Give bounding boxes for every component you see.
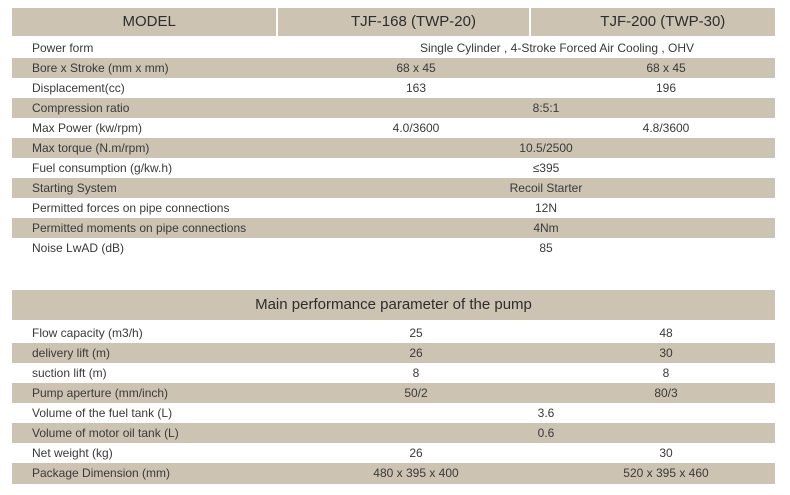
row-value: 0.6 xyxy=(537,426,555,440)
row-label: Net weight (kg) xyxy=(32,446,113,460)
table-row: Max Power (kw/rpm) 4.0/3600 4.8/3600 xyxy=(12,118,775,138)
row-label: Starting System xyxy=(32,181,117,195)
table-row: Noise LwAD (dB) 85 xyxy=(12,238,775,258)
row-value-b: 80/3 xyxy=(654,386,678,400)
row-label: Permitted moments on pipe connections xyxy=(32,221,247,235)
row-value-a: 480 x 395 x 400 xyxy=(373,466,459,480)
row-label: Noise LwAD (dB) xyxy=(32,241,125,255)
table-row: suction lift (m) 8 8 xyxy=(12,363,775,383)
row-value: 85 xyxy=(539,241,553,255)
table-row: Max torque (N.m/rpm) 10.5/2500 xyxy=(12,138,775,158)
table-row: Permitted forces on pipe connections 12N xyxy=(12,198,775,218)
table-row: Power form Single Cylinder , 4-Stroke Fo… xyxy=(12,38,775,58)
table-header: MODEL TJF-168 (TWP-20) TJF-200 (TWP-30) xyxy=(12,8,775,36)
table-row: Volume of the fuel tank (L) 3.6 xyxy=(12,403,775,423)
row-value-a: 8 xyxy=(412,366,420,380)
model-b-header: TJF-200 (TWP-30) xyxy=(530,8,775,36)
row-value-b: 68 x 45 xyxy=(646,61,686,75)
row-label: delivery lift (m) xyxy=(32,346,111,360)
row-label: Package Dimension (mm) xyxy=(32,466,171,480)
row-value: 12N xyxy=(534,201,557,215)
table-row: Flow capacity (m3/h) 25 48 xyxy=(12,323,775,343)
row-value-a: 68 x 45 xyxy=(396,61,436,75)
row-label: Bore x Stroke (mm x mm) xyxy=(32,61,169,75)
row-label: Displacement(cc) xyxy=(32,81,125,95)
row-value: ≤395 xyxy=(532,161,560,175)
row-value-a: 50/2 xyxy=(404,386,428,400)
table-row: Displacement(cc) 163 196 xyxy=(12,78,775,98)
row-label: Fuel consumption (g/kw.h) xyxy=(32,161,173,175)
row-value-b: 30 xyxy=(659,446,673,460)
row-label: Flow capacity (m3/h) xyxy=(32,326,143,340)
table-row: Permitted moments on pipe connections 4N… xyxy=(12,218,775,238)
row-label: Compression ratio xyxy=(32,101,130,115)
table-row: delivery lift (m) 26 30 xyxy=(12,343,775,363)
row-value: Single Cylinder , 4-Stroke Forced Air Co… xyxy=(419,41,695,55)
pump-table-title: Main performance parameter of the pump xyxy=(12,290,775,320)
pump-performance-table: Main performance parameter of the pump F… xyxy=(12,290,775,484)
table-bottom-rule xyxy=(12,483,775,484)
table-row: Net weight (kg) 26 30 xyxy=(12,443,775,463)
table-row: Pump aperture (mm/inch) 50/2 80/3 xyxy=(12,383,775,403)
table-row: Fuel consumption (g/kw.h) ≤395 xyxy=(12,158,775,178)
row-value-b: 30 xyxy=(659,346,673,360)
row-value-b: 48 xyxy=(659,326,673,340)
row-label: Volume of the fuel tank (L) xyxy=(32,406,173,420)
row-value-b: 4.8/3600 xyxy=(642,121,690,135)
row-value-a: 4.0/3600 xyxy=(392,121,440,135)
table-row: Bore x Stroke (mm x mm) 68 x 45 68 x 45 xyxy=(12,58,775,78)
model-header: MODEL xyxy=(12,8,277,36)
row-value-a: 163 xyxy=(405,81,427,95)
table-row: Package Dimension (mm) 480 x 395 x 400 5… xyxy=(12,463,775,483)
model-a-header: TJF-168 (TWP-20) xyxy=(278,8,529,36)
row-value-b: 8 xyxy=(662,366,670,380)
row-label: Pump aperture (mm/inch) xyxy=(32,386,169,400)
table-row: Volume of motor oil tank (L) 0.6 xyxy=(12,423,775,443)
row-value-b: 196 xyxy=(655,81,677,95)
row-value: 8:5:1 xyxy=(532,101,560,115)
row-value-b: 520 x 395 x 460 xyxy=(623,466,709,480)
table-row: Compression ratio 8:5:1 xyxy=(12,98,775,118)
row-label: suction lift (m) xyxy=(32,366,107,380)
row-label: Max Power (kw/rpm) xyxy=(32,121,143,135)
row-value-a: 26 xyxy=(409,446,423,460)
row-label: Permitted forces on pipe connections xyxy=(32,201,230,215)
row-value-a: 25 xyxy=(409,326,423,340)
engine-spec-table: MODEL TJF-168 (TWP-20) TJF-200 (TWP-30) … xyxy=(12,8,775,258)
row-label: Volume of motor oil tank (L) xyxy=(32,426,179,440)
row-value-a: 26 xyxy=(409,346,423,360)
row-value: Recoil Starter xyxy=(509,181,583,195)
row-value: 3.6 xyxy=(537,406,555,420)
row-label: Max torque (N.m/rpm) xyxy=(32,141,150,155)
row-label: Power form xyxy=(32,41,94,55)
row-value: 10.5/2500 xyxy=(519,141,573,155)
row-value: 4Nm xyxy=(533,221,559,235)
table-row: Starting System Recoil Starter xyxy=(12,178,775,198)
